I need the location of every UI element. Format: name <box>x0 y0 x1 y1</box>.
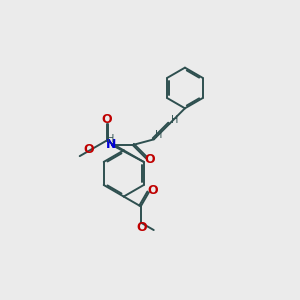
Text: H: H <box>155 130 163 140</box>
Text: H: H <box>171 115 178 125</box>
Text: O: O <box>145 153 155 166</box>
Text: O: O <box>83 142 94 156</box>
Text: O: O <box>148 184 158 196</box>
Text: N: N <box>106 138 116 151</box>
Text: H: H <box>107 134 114 143</box>
Text: O: O <box>136 221 147 234</box>
Text: O: O <box>102 113 112 126</box>
